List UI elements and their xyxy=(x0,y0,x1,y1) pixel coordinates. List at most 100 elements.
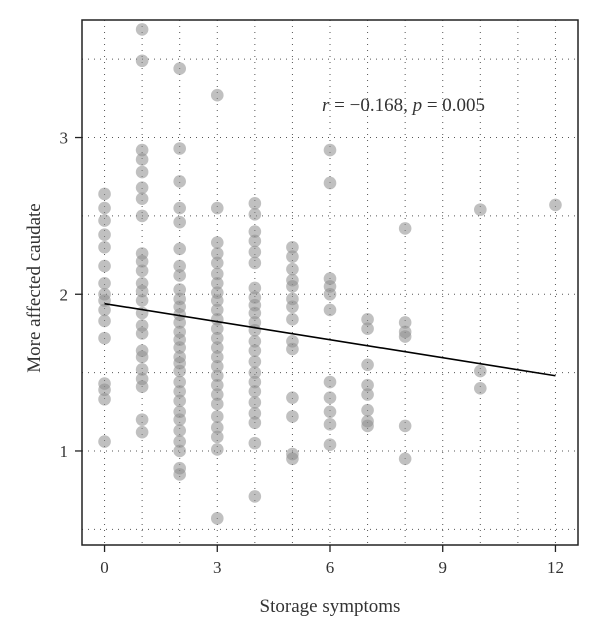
data-point xyxy=(248,407,262,420)
data-point xyxy=(135,363,149,376)
p-value: = 0.005 xyxy=(422,95,485,116)
data-point xyxy=(248,490,262,503)
data-point xyxy=(173,269,186,282)
data-point xyxy=(173,385,186,398)
data-point xyxy=(286,391,299,404)
data-point xyxy=(361,419,374,433)
data-point xyxy=(135,294,149,307)
data-point xyxy=(398,222,412,235)
data-point xyxy=(98,303,111,317)
data-point xyxy=(135,153,149,166)
data-point xyxy=(173,62,186,75)
data-point xyxy=(135,264,149,278)
data-point xyxy=(210,421,224,434)
data-point xyxy=(173,364,186,378)
data-point xyxy=(248,197,262,210)
data-point xyxy=(98,331,111,345)
data-point xyxy=(361,378,374,392)
data-point xyxy=(135,350,149,364)
data-point xyxy=(135,209,149,223)
data-point xyxy=(173,424,186,437)
data-point xyxy=(210,236,224,249)
data-point xyxy=(173,413,186,426)
data-point xyxy=(135,165,149,179)
data-point xyxy=(210,256,224,270)
data-point xyxy=(323,375,337,389)
data-point xyxy=(135,23,149,36)
data-point xyxy=(323,143,337,157)
data-point xyxy=(398,330,412,343)
data-point xyxy=(210,276,224,290)
data-point xyxy=(210,341,224,354)
data-point xyxy=(210,512,224,525)
data-point xyxy=(210,430,224,444)
data-point xyxy=(135,380,149,394)
x-axis-label: Storage symptoms xyxy=(260,596,401,617)
data-point xyxy=(248,344,262,357)
y-axis-ticks: 1 2 3 xyxy=(60,129,82,461)
data-point xyxy=(210,378,224,392)
data-point xyxy=(173,341,186,354)
data-point xyxy=(248,416,262,430)
data-point xyxy=(248,306,262,320)
data-point xyxy=(98,240,111,254)
data-point xyxy=(173,394,186,408)
data-point xyxy=(398,419,412,433)
data-point xyxy=(173,283,186,296)
data-point xyxy=(173,175,186,188)
data-point xyxy=(98,392,111,406)
data-point xyxy=(474,381,487,395)
data-point xyxy=(210,247,224,260)
regression-line xyxy=(104,302,556,377)
data-point xyxy=(361,322,374,336)
data-point xyxy=(286,240,299,254)
data-point xyxy=(361,388,374,401)
data-point xyxy=(135,413,149,426)
r-symbol: r xyxy=(322,95,330,116)
y-tick-label: 1 xyxy=(60,442,69,461)
data-points xyxy=(98,23,562,525)
data-point xyxy=(286,280,299,293)
data-point xyxy=(98,214,111,227)
data-point xyxy=(210,360,224,373)
data-point xyxy=(98,435,111,448)
data-point xyxy=(248,334,262,348)
data-point xyxy=(210,443,224,456)
data-point xyxy=(361,403,374,417)
data-point xyxy=(323,405,337,419)
data-point xyxy=(210,88,224,102)
data-point xyxy=(361,358,374,372)
data-point xyxy=(248,208,262,221)
data-point xyxy=(248,281,262,295)
data-point xyxy=(323,391,337,404)
data-point xyxy=(474,203,487,216)
y-tick-label: 2 xyxy=(60,285,69,304)
data-point xyxy=(210,303,224,317)
data-point xyxy=(210,350,224,364)
data-point xyxy=(286,250,299,263)
data-point xyxy=(323,176,337,190)
data-point xyxy=(135,181,149,194)
data-point xyxy=(135,255,149,268)
data-point xyxy=(173,215,186,229)
y-axis-label: More affected caudate xyxy=(24,203,45,373)
x-tick-label: 0 xyxy=(100,558,109,577)
data-point xyxy=(323,438,337,452)
data-point xyxy=(248,366,262,379)
data-point xyxy=(248,396,262,409)
data-point xyxy=(248,355,262,368)
data-point xyxy=(135,54,149,68)
data-point xyxy=(323,418,337,431)
r-value: = −0.168, xyxy=(329,95,412,116)
data-point xyxy=(323,303,337,317)
data-point xyxy=(210,294,224,307)
data-point xyxy=(210,267,224,281)
data-point xyxy=(98,187,111,201)
x-tick-label: 9 xyxy=(438,558,447,577)
data-point xyxy=(286,410,299,423)
data-point xyxy=(210,369,224,383)
data-point xyxy=(248,234,262,248)
data-point xyxy=(210,397,224,411)
data-point xyxy=(173,316,186,329)
x-tick-label: 12 xyxy=(547,558,564,577)
